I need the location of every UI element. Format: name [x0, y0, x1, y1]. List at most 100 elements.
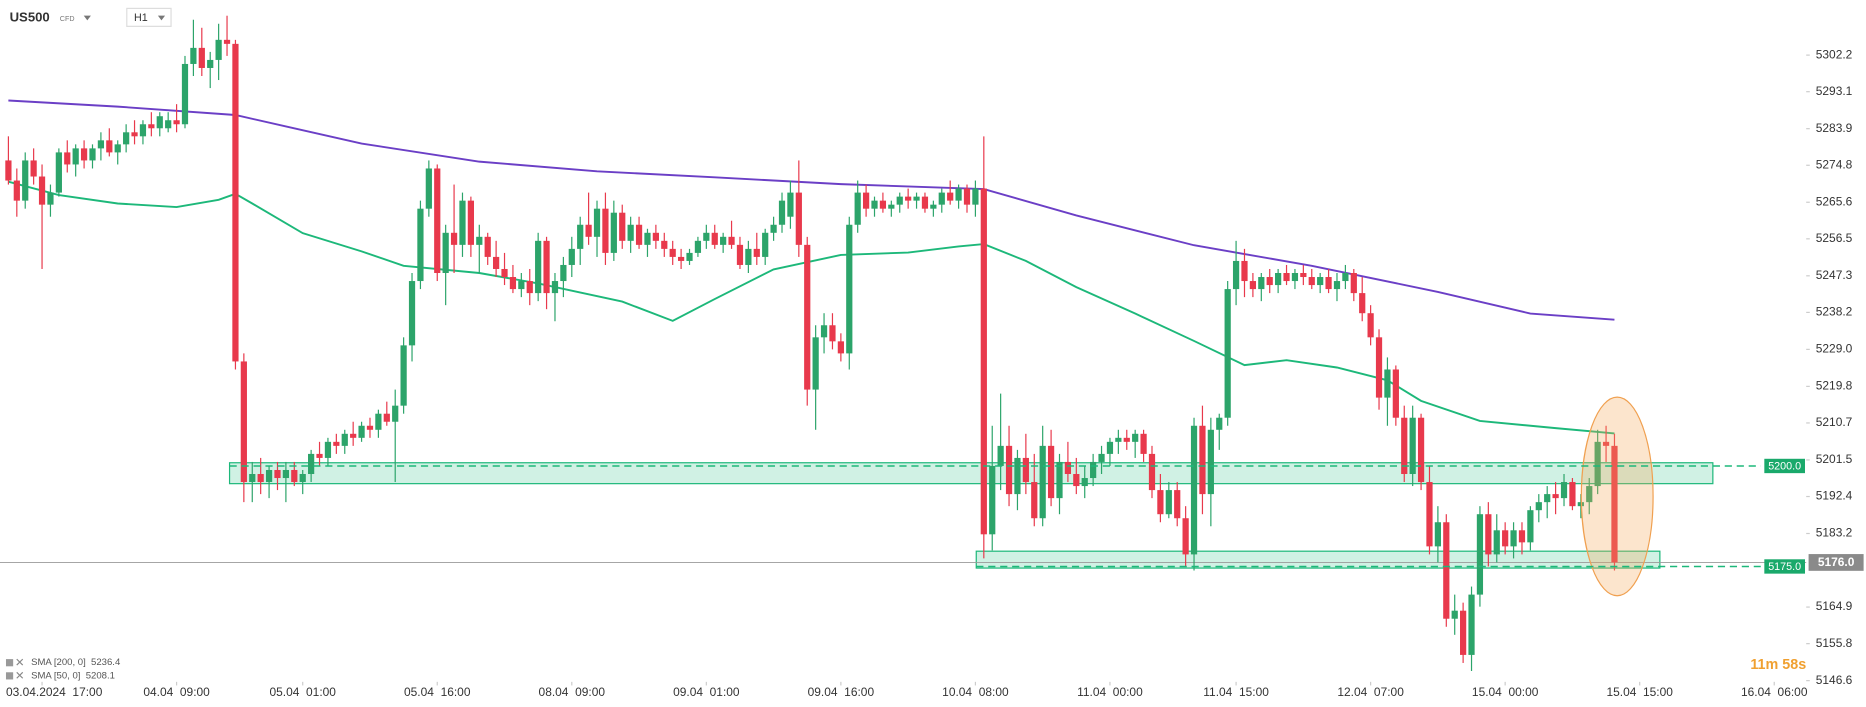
- candle-body: [871, 200, 878, 209]
- plot-area: [0, 15, 1807, 671]
- candle-body: [804, 244, 811, 390]
- candle-body: [38, 176, 46, 205]
- candle-body: [139, 124, 147, 137]
- candle-body: [913, 196, 920, 201]
- candle-body: [55, 152, 62, 193]
- candle-body: [1249, 281, 1257, 290]
- candle-body: [1258, 277, 1265, 290]
- candle-body: [930, 204, 937, 209]
- y-tick-label: 5164.9: [1816, 599, 1853, 613]
- candle-body: [1165, 490, 1172, 515]
- y-tick-label: 5201.5: [1816, 452, 1853, 466]
- candle-body: [694, 240, 702, 253]
- candle-body: [89, 148, 96, 161]
- candle-body: [1535, 502, 1542, 511]
- candle-body: [1275, 273, 1282, 286]
- candle-body: [846, 224, 853, 354]
- candle-body: [148, 124, 155, 129]
- candle-body: [1527, 510, 1534, 543]
- candle-body: [400, 345, 407, 406]
- candle-body: [905, 196, 912, 201]
- candle-body: [837, 341, 844, 354]
- candle-body: [686, 252, 693, 261]
- x-tick-label: 04.04 09:00: [143, 685, 210, 699]
- candle-body: [215, 39, 222, 60]
- sma-line: [8, 99, 1615, 321]
- candle-body: [232, 43, 239, 362]
- candle-body: [1502, 530, 1509, 547]
- x-tick-label: 15.04 15:00: [1606, 685, 1673, 699]
- candle-body: [1115, 437, 1122, 442]
- candle-body: [324, 441, 332, 458]
- candle-body: [97, 140, 105, 149]
- candle-body: [1308, 277, 1315, 286]
- candle-body: [1073, 474, 1080, 487]
- candle-body: [862, 192, 870, 209]
- candle-body: [602, 208, 609, 253]
- candle-body: [1241, 260, 1248, 282]
- candle-body: [1098, 453, 1105, 462]
- candle-body: [1367, 313, 1374, 338]
- candle-body: [677, 256, 685, 261]
- candle-body: [64, 152, 71, 165]
- candle-body: [1224, 289, 1231, 418]
- candle-body: [316, 453, 323, 458]
- candle-body: [1199, 425, 1206, 495]
- candle-body: [1005, 445, 1013, 495]
- candle-body: [291, 469, 298, 483]
- candle-body: [619, 212, 626, 241]
- candle-body: [745, 248, 752, 265]
- timeframe[interactable]: H1: [134, 12, 148, 24]
- candle-body: [955, 188, 962, 201]
- candle-body: [1064, 461, 1072, 475]
- y-tick-label: 5293.1: [1816, 84, 1853, 98]
- x-tick-label: 05.04 16:00: [404, 685, 471, 699]
- x-tick-label: 08.04 09:00: [539, 685, 606, 699]
- y-tick-label: 5283.9: [1816, 121, 1853, 135]
- candle-body: [518, 281, 525, 290]
- timeframe-box[interactable]: [126, 7, 172, 27]
- countdown: 11m 58s: [1750, 657, 1806, 673]
- candle-body: [450, 232, 458, 245]
- candle-body: [644, 232, 651, 245]
- timeframe-dropdown[interactable]: [157, 15, 166, 21]
- level-label-bg: [1764, 458, 1805, 474]
- candle-body: [1350, 273, 1357, 294]
- candle-body: [72, 148, 79, 165]
- legend-icon: [5, 659, 14, 667]
- y-tick-label: 5183.2: [1816, 526, 1853, 540]
- symbol-dropdown[interactable]: [83, 15, 91, 21]
- candle-body: [156, 116, 163, 129]
- legend-close: [16, 671, 24, 679]
- symbol[interactable]: US500: [10, 9, 50, 24]
- header: US500 CFD H1: [10, 7, 172, 27]
- candle-body: [980, 188, 987, 535]
- candle-body: [1056, 461, 1063, 499]
- candle-body: [1232, 260, 1240, 290]
- candle-body: [1569, 482, 1576, 507]
- candle-body: [711, 232, 718, 245]
- candle-body: [484, 236, 491, 257]
- legend-entry: SMA [50, 0] 5208.1: [31, 670, 115, 681]
- candle-body: [1485, 514, 1492, 555]
- candle-body: [543, 240, 550, 294]
- x-tick-label: 10.04 08:00: [942, 685, 1009, 699]
- last-price-label-bg: [1808, 554, 1864, 571]
- x-tick-label: 03.04.2024 17:00: [6, 685, 103, 699]
- y-tick-label: 5247.3: [1816, 268, 1853, 282]
- candle-body: [366, 425, 374, 430]
- candle-body: [1174, 490, 1181, 519]
- candle-body: [1081, 478, 1088, 487]
- candle-body: [358, 425, 365, 438]
- candle-body: [1047, 445, 1055, 499]
- candle-body: [526, 281, 533, 294]
- candle-body: [265, 469, 273, 483]
- y-tick-label: 5146.6: [1816, 673, 1853, 687]
- candle-body: [131, 132, 138, 137]
- candle-body: [207, 59, 214, 68]
- overlay: 5200.0 5175.0 5302.2 5293.1 5283.9 5274.8 5265…: [5, 47, 1864, 699]
- candle-body: [467, 200, 474, 245]
- candle-body: [1560, 482, 1568, 499]
- candle-body: [123, 132, 130, 145]
- candle-body: [1014, 457, 1021, 495]
